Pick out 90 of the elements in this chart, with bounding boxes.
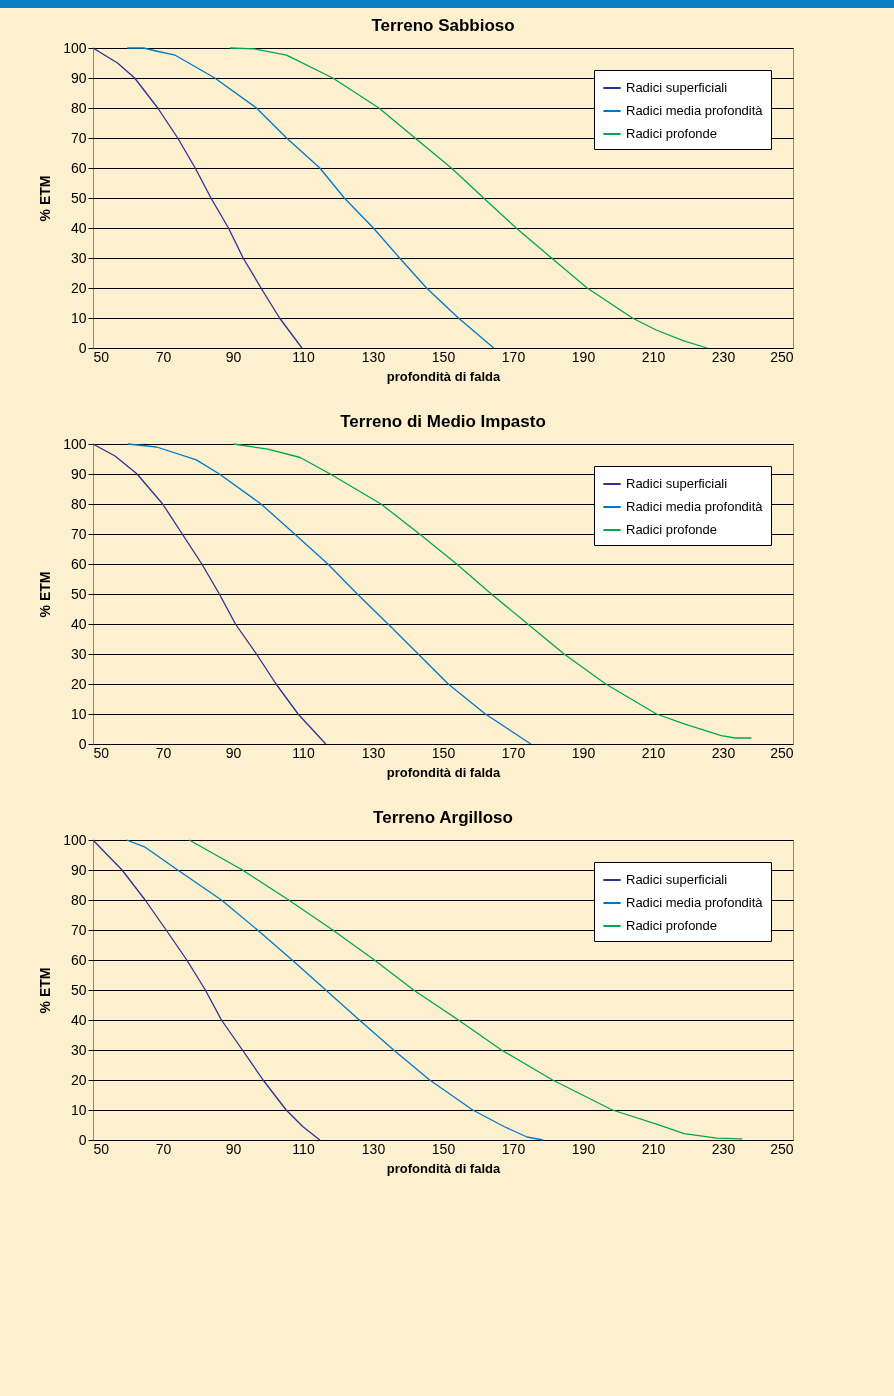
y-tick-label: 20 (70, 1071, 87, 1088)
x-tick-label: 210 (641, 348, 666, 365)
line-series (92, 47, 303, 349)
y-tick-label: 10 (70, 309, 87, 326)
y-tick-label: 10 (70, 705, 87, 722)
y-tick-label: 70 (70, 525, 87, 542)
x-tick-label: 250 (770, 1140, 794, 1157)
legend-label: Radici profonde (626, 126, 718, 141)
x-tick-label: 110 (292, 1140, 315, 1157)
line-series (127, 443, 532, 745)
x-axis-title: profondità di falda (386, 764, 501, 780)
x-tick-label: 150 (431, 348, 456, 365)
x-tick-label: 70 (155, 348, 172, 365)
y-tick-label: 90 (70, 465, 87, 482)
x-tick-label: 250 (770, 348, 794, 365)
x-tick-label: 50 (93, 348, 110, 365)
x-tick-label: 210 (641, 1140, 666, 1157)
x-tick-label: 90 (225, 1140, 242, 1157)
x-tick-label: 210 (641, 744, 666, 761)
y-axis-title: % ETM (37, 175, 54, 222)
y-tick-label: 30 (70, 645, 87, 662)
line-series (125, 839, 544, 1141)
x-tick-label: 110 (292, 744, 315, 761)
line-series (126, 47, 495, 349)
y-tick-label: 0 (78, 735, 87, 752)
legend-label: Radici profonde (626, 918, 718, 933)
x-tick-label: 230 (711, 744, 736, 761)
y-tick-label: 80 (70, 99, 87, 116)
y-tick-label: 80 (70, 495, 87, 512)
x-tick-label: 250 (770, 744, 794, 761)
chart-title: Terreno Sabbioso (371, 16, 515, 35)
legend-label: Radici profonde (626, 522, 718, 537)
x-tick-label: 170 (501, 744, 526, 761)
y-tick-label: 20 (70, 279, 87, 296)
x-tick-label: 230 (711, 348, 736, 365)
x-tick-label: 70 (155, 1140, 172, 1157)
y-tick-label: 0 (78, 1131, 87, 1148)
legend-label: Radici superficiali (626, 476, 728, 491)
legend-label: Radici superficiali (626, 80, 728, 95)
x-axis-title: profondità di falda (386, 368, 501, 384)
y-tick-label: 80 (70, 891, 87, 908)
y-tick-label: 60 (70, 159, 87, 176)
x-tick-label: 50 (93, 1140, 110, 1157)
legend-label: Radici superficiali (626, 872, 728, 887)
y-tick-label: 50 (70, 981, 87, 998)
y-axis-title: % ETM (37, 571, 54, 618)
x-tick-label: 190 (571, 1140, 596, 1157)
x-tick-label: 90 (225, 744, 242, 761)
x-axis-title: profondità di falda (386, 1160, 501, 1176)
line-series (92, 839, 321, 1141)
x-tick-label: 230 (711, 1140, 736, 1157)
y-tick-label: 30 (70, 1041, 87, 1058)
y-tick-label: 70 (70, 129, 87, 146)
y-tick-label: 20 (70, 675, 87, 692)
y-tick-label: 30 (70, 249, 87, 266)
chart-title: Terreno Argilloso (373, 808, 513, 827)
x-tick-label: 110 (292, 348, 315, 365)
y-tick-label: 40 (70, 1011, 87, 1028)
y-tick-label: 90 (70, 69, 87, 86)
chart-title: Terreno di Medio Impasto (340, 412, 546, 431)
x-tick-label: 130 (361, 348, 386, 365)
x-tick-label: 130 (361, 744, 386, 761)
x-tick-label: 90 (225, 348, 242, 365)
legend-label: Radici media profondità (626, 895, 764, 910)
x-tick-label: 150 (431, 744, 456, 761)
y-tick-label: 70 (70, 921, 87, 938)
x-tick-label: 190 (571, 348, 596, 365)
x-tick-label: 170 (501, 348, 526, 365)
legend-label: Radici media profondità (626, 103, 764, 118)
y-axis-title: % ETM (37, 967, 54, 1014)
y-tick-label: 90 (70, 861, 87, 878)
x-tick-label: 50 (93, 744, 110, 761)
y-tick-label: 50 (70, 189, 87, 206)
x-tick-label: 190 (571, 744, 596, 761)
y-tick-label: 60 (70, 555, 87, 572)
x-tick-label: 70 (155, 744, 172, 761)
x-tick-label: 150 (431, 1140, 456, 1157)
y-tick-label: 100 (63, 39, 87, 56)
x-tick-label: 130 (361, 1140, 386, 1157)
y-tick-label: 60 (70, 951, 87, 968)
y-tick-label: 100 (63, 831, 87, 848)
y-tick-label: 40 (70, 219, 87, 236)
y-tick-label: 10 (70, 1101, 87, 1118)
y-tick-label: 40 (70, 615, 87, 632)
x-tick-label: 170 (501, 1140, 526, 1157)
y-tick-label: 100 (63, 435, 87, 452)
line-series (92, 443, 327, 745)
y-tick-label: 0 (78, 339, 87, 356)
legend-label: Radici media profondità (626, 499, 764, 514)
y-tick-label: 50 (70, 585, 87, 602)
